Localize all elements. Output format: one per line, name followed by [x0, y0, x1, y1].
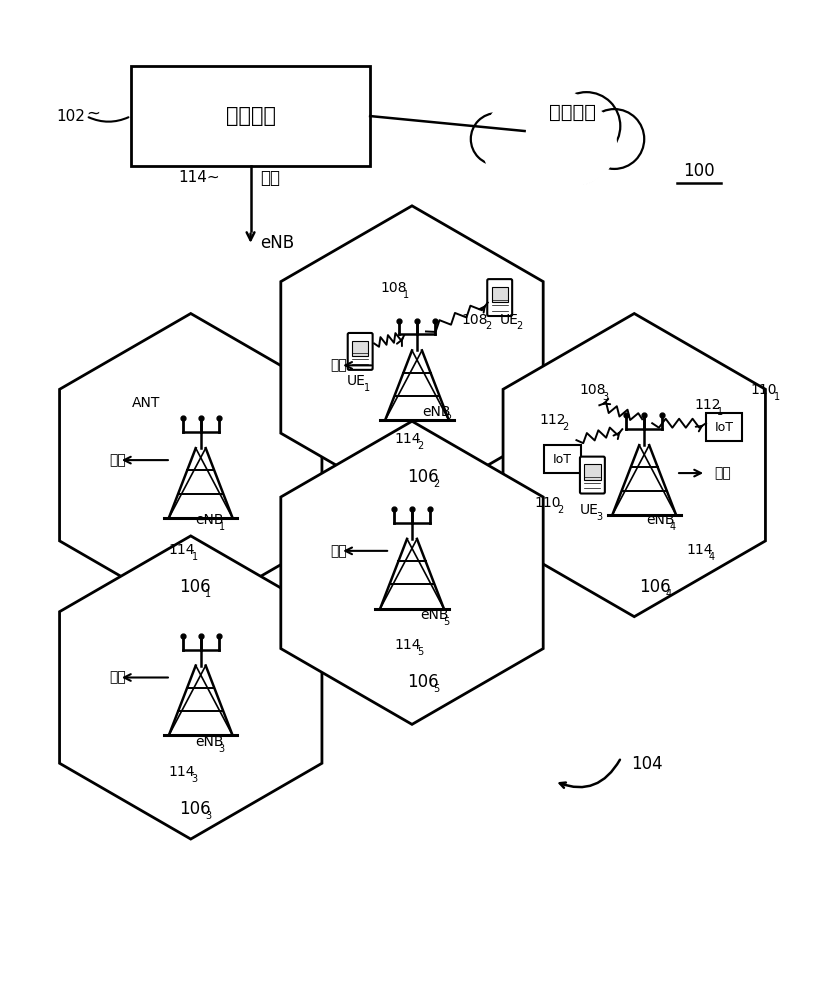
- Text: 106: 106: [407, 468, 439, 486]
- Text: 核心网络: 核心网络: [225, 106, 276, 126]
- Text: 2: 2: [516, 321, 523, 331]
- Text: 1: 1: [205, 589, 211, 599]
- Text: 104: 104: [631, 755, 662, 773]
- Polygon shape: [280, 206, 543, 509]
- Text: 5: 5: [443, 617, 449, 627]
- Text: 106: 106: [179, 578, 210, 596]
- Polygon shape: [503, 314, 766, 617]
- Text: 106: 106: [179, 800, 210, 818]
- Text: 2: 2: [558, 505, 563, 515]
- Text: eNB: eNB: [261, 234, 295, 252]
- Polygon shape: [59, 314, 322, 617]
- Text: 108: 108: [380, 281, 407, 295]
- Polygon shape: [59, 536, 322, 839]
- Text: 106: 106: [407, 673, 439, 691]
- Text: 1: 1: [403, 290, 409, 300]
- Text: 110: 110: [535, 496, 561, 510]
- Text: 3: 3: [596, 512, 602, 522]
- Circle shape: [510, 89, 600, 179]
- Text: 4: 4: [709, 552, 715, 562]
- FancyBboxPatch shape: [580, 457, 605, 494]
- FancyBboxPatch shape: [584, 464, 601, 480]
- Text: 112: 112: [540, 413, 566, 427]
- Circle shape: [584, 109, 644, 169]
- Text: 外部网络: 外部网络: [549, 103, 596, 122]
- Text: 回程: 回程: [261, 169, 280, 187]
- Text: 3: 3: [205, 811, 211, 821]
- Text: 112: 112: [694, 398, 720, 412]
- Circle shape: [554, 132, 606, 184]
- Text: 核心: 核心: [714, 466, 731, 480]
- Text: UE: UE: [579, 503, 598, 517]
- Text: 102: 102: [56, 109, 85, 124]
- Text: 1: 1: [191, 552, 198, 562]
- Text: 114∼: 114∼: [179, 170, 220, 185]
- FancyBboxPatch shape: [492, 287, 508, 302]
- Text: 114: 114: [686, 543, 713, 557]
- Circle shape: [526, 92, 587, 152]
- FancyBboxPatch shape: [544, 445, 581, 473]
- Circle shape: [553, 92, 620, 160]
- Text: 1: 1: [219, 522, 224, 532]
- FancyBboxPatch shape: [347, 333, 373, 370]
- Text: 5: 5: [433, 684, 440, 694]
- Circle shape: [483, 92, 587, 196]
- FancyBboxPatch shape: [352, 341, 368, 356]
- Text: 4: 4: [666, 589, 672, 599]
- FancyBboxPatch shape: [131, 66, 370, 166]
- Circle shape: [533, 102, 616, 186]
- Text: eNB: eNB: [422, 405, 450, 419]
- Text: 核心: 核心: [330, 358, 347, 372]
- Circle shape: [512, 128, 568, 184]
- Text: 3: 3: [191, 774, 198, 784]
- Text: UE: UE: [500, 313, 519, 327]
- Text: 114: 114: [169, 543, 196, 557]
- Text: 114: 114: [169, 765, 196, 779]
- Text: 4: 4: [669, 522, 675, 532]
- Text: eNB: eNB: [646, 513, 675, 527]
- Text: 108: 108: [462, 313, 488, 327]
- Text: 3: 3: [219, 744, 224, 754]
- Text: 100: 100: [683, 162, 714, 180]
- Text: IoT: IoT: [553, 453, 572, 466]
- Text: 2: 2: [433, 479, 440, 489]
- FancyBboxPatch shape: [488, 279, 512, 316]
- Text: 3: 3: [602, 392, 609, 402]
- Text: 1: 1: [774, 392, 780, 402]
- Polygon shape: [280, 421, 543, 724]
- Text: 1: 1: [364, 383, 370, 393]
- Text: 核心: 核心: [330, 544, 347, 558]
- Text: 2: 2: [445, 414, 451, 424]
- Text: IoT: IoT: [714, 421, 733, 434]
- Text: 1: 1: [717, 407, 723, 417]
- Text: 114: 114: [394, 638, 421, 652]
- Text: eNB: eNB: [196, 513, 224, 527]
- Text: 核心: 核心: [109, 453, 125, 467]
- Text: ANT: ANT: [132, 396, 160, 410]
- Text: 114: 114: [394, 432, 421, 446]
- Text: UE: UE: [347, 374, 366, 388]
- FancyBboxPatch shape: [705, 413, 742, 441]
- Text: ~: ~: [86, 104, 100, 122]
- Text: 108: 108: [579, 383, 606, 397]
- Text: eNB: eNB: [196, 735, 224, 749]
- Text: 2: 2: [563, 422, 568, 432]
- Circle shape: [487, 101, 563, 177]
- Text: eNB: eNB: [420, 608, 449, 622]
- Text: 2: 2: [485, 321, 491, 331]
- Circle shape: [471, 113, 522, 165]
- Text: 5: 5: [417, 647, 423, 657]
- Text: 110: 110: [751, 383, 777, 397]
- Text: 106: 106: [639, 578, 671, 596]
- Text: 2: 2: [417, 441, 423, 451]
- Text: 核心: 核心: [109, 671, 125, 685]
